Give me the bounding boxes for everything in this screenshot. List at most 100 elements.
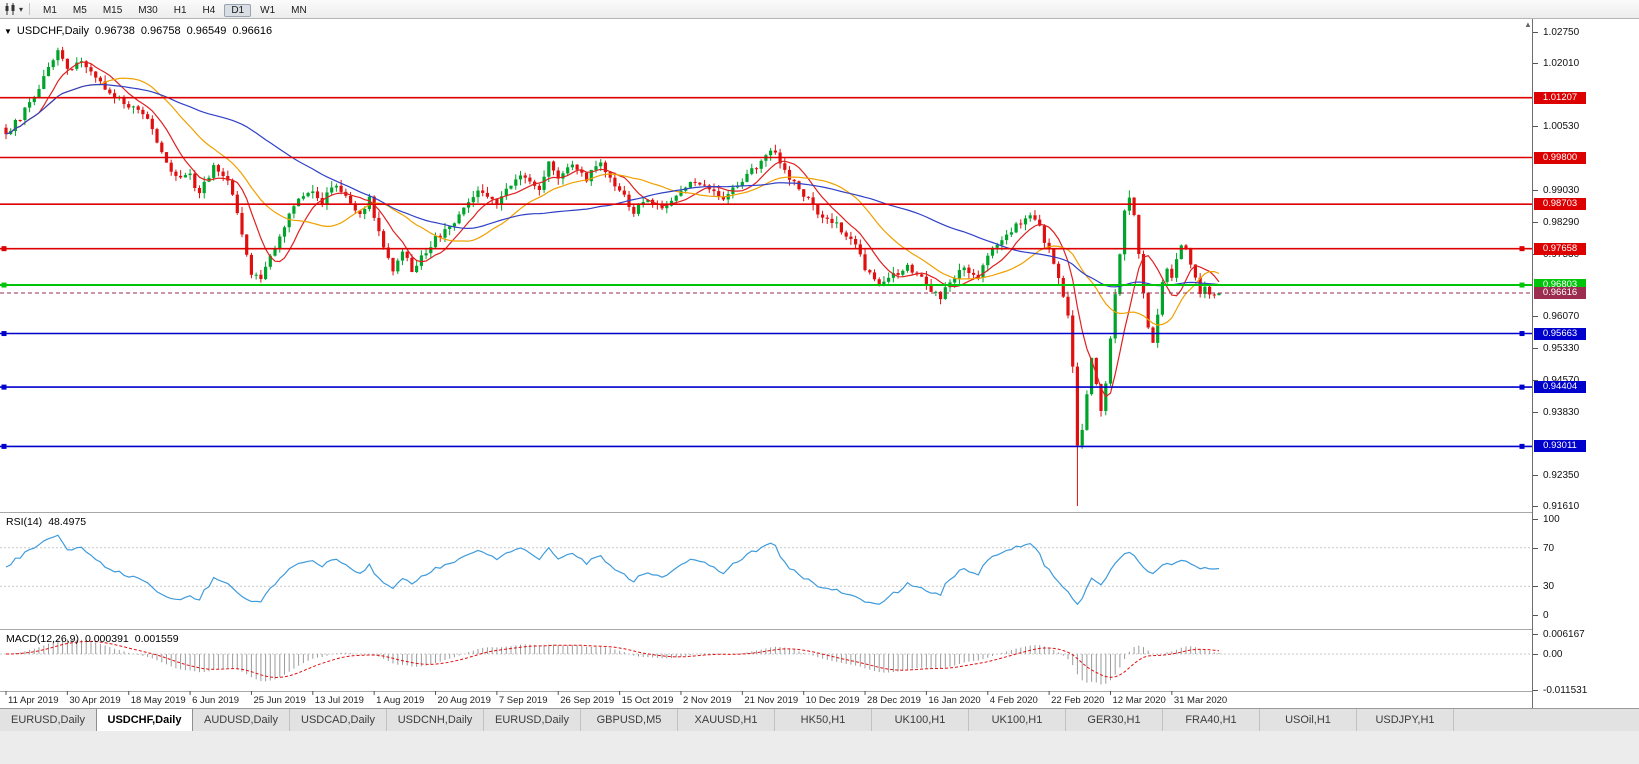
price-tick-label: 100 (1543, 514, 1560, 525)
chart-tab-usdcnh-daily[interactable]: USDCNH,Daily (387, 709, 484, 731)
dropdown-caret-icon[interactable]: ▾ (19, 4, 24, 14)
tab-label: USDCAD,Daily (301, 714, 375, 726)
chart-menu-icon[interactable]: ▼ (4, 26, 12, 36)
chart-tab-audusd-daily[interactable]: AUDUSD,Daily (193, 709, 290, 731)
price-line-label: 0.99800 (1534, 151, 1586, 164)
axis-tick-mark (1533, 615, 1538, 616)
chart-tab-uk100-h1[interactable]: UK100,H1 (969, 709, 1066, 731)
axis-tick-mark (1533, 63, 1538, 65)
toolbar-separator (29, 3, 31, 15)
date-tick-label: 30 Apr 2019 (69, 695, 121, 706)
ohlc-close: 0.96616 (232, 25, 273, 37)
date-tick-label: 2 Nov 2019 (682, 695, 732, 706)
chart-type-icon[interactable] (4, 3, 18, 15)
timeframe-button-w1[interactable]: W1 (260, 5, 276, 16)
chart-tab-ger30-h1[interactable]: GER30,H1 (1066, 709, 1163, 731)
price-line-label: 0.95663 (1534, 327, 1586, 340)
price-line-label: 1.01207 (1534, 91, 1586, 104)
chart-tab-usdjpy-h1[interactable]: USDJPY,H1 (1357, 709, 1454, 731)
chart-title: ▼ USDCHF,Daily 0.96738 0.96758 0.96549 0… (4, 25, 272, 37)
tab-label: USDCHF,Daily (107, 714, 182, 726)
price-tick-label: 0.006167 (1543, 629, 1585, 641)
timeframe-buttons: M1 M5 M15 M30 H1 H4 D1 W1 MN (35, 0, 315, 18)
price-tick-label: 0.00 (1543, 649, 1563, 660)
chart-tab-usdcad-daily[interactable]: USDCAD,Daily (290, 709, 387, 731)
rsi-value: 48.4975 (48, 516, 87, 528)
date-tick-label: 20 Aug 2019 (437, 695, 491, 706)
macd-name: MACD(12,26,9) (6, 633, 79, 645)
ohlc-high: 0.96758 (140, 25, 181, 37)
axis-tick-mark (1533, 316, 1538, 318)
chart-tab-eurusd-daily[interactable]: EURUSD,Daily (484, 709, 581, 731)
price-tick-label: 0.93830 (1543, 406, 1580, 418)
date-axis[interactable]: 11 Apr 2019 30 Apr 2019 18 May 2019 6 Jun 2… (0, 695, 1532, 708)
price-line-label: 0.97658 (1534, 242, 1586, 255)
timeframe-button-h4[interactable]: H4 (202, 5, 216, 16)
chart-tab-uk100-h1[interactable]: UK100,H1 (872, 709, 969, 731)
chart-tab-usdchf-daily[interactable]: USDCHF,Daily (96, 709, 193, 731)
chart-canvas[interactable] (0, 19, 1532, 708)
timeframe-button-m30[interactable]: M30 (138, 5, 158, 16)
chart-tab-bar: EURUSD,Daily USDCHF,Daily AUDUSD,Daily USDC… (0, 708, 1639, 731)
axis-tick-mark (1533, 411, 1538, 413)
tab-label: GBPUSD,M5 (596, 714, 662, 726)
timeframe-button-m5[interactable]: M5 (72, 5, 87, 16)
axis-tick-mark (1533, 519, 1538, 520)
macd-signal-value: 0.001559 (134, 633, 179, 645)
axis-tick-mark (1533, 32, 1538, 33)
timeframe-button-h1[interactable]: H1 (173, 5, 187, 16)
ohlc-open: 0.96738 (95, 25, 135, 37)
price-tick-label: 0.98290 (1543, 216, 1580, 228)
date-tick-label: 31 Mar 2020 (1173, 695, 1228, 706)
timeframe-button-m15[interactable]: M15 (102, 5, 123, 16)
timeframe-button-m1[interactable]: M1 (43, 5, 57, 16)
chart-tab-usoil-h1[interactable]: USOil,H1 (1260, 709, 1357, 731)
tab-label: AUDUSD,Daily (204, 714, 278, 726)
chart-tab-gbpusd-m5[interactable]: GBPUSD,M5 (581, 709, 678, 731)
date-tick-label: 22 Feb 2020 (1051, 695, 1105, 706)
price-axis[interactable]: ▲ 1.02750 1.02010 1.00530 0.99030 0.98290 0.9… (1524, 19, 1639, 708)
date-tick-label: 21 Nov 2019 (744, 695, 799, 706)
tab-label: USDCNH,Daily (397, 714, 473, 726)
axis-scroll-up-icon[interactable]: ▲ (1524, 20, 1532, 29)
tab-label: UK100,H1 (991, 714, 1043, 726)
axis-tick-mark (1533, 654, 1538, 655)
price-tick-label: 0.95330 (1543, 342, 1580, 354)
tab-label: FRA40,H1 (1185, 714, 1237, 726)
axis-tick-mark (1533, 547, 1538, 549)
axis-tick-mark (1533, 190, 1538, 192)
date-tick-label: 16 Jan 2020 (928, 695, 981, 706)
chart-tab-hk50-h1[interactable]: HK50,H1 (775, 709, 872, 731)
ohlc-low: 0.96549 (186, 25, 227, 37)
timeframe-button-mn[interactable]: MN (291, 5, 307, 16)
macd-main-value: 0.000391 (84, 633, 129, 645)
price-tick-label: 1.02750 (1543, 27, 1580, 38)
candlesticks (4, 46, 1221, 506)
date-tick-label: 25 Jun 2019 (253, 695, 306, 706)
tab-label: EURUSD,Daily (495, 714, 569, 726)
timeframe-button-d1[interactable]: D1 (224, 4, 252, 17)
macd-indicator-label: MACD(12,26,9) 0.000391 0.001559 (6, 633, 179, 645)
chart-tab-xauusd-h1[interactable]: XAUUSD,H1 (678, 709, 775, 731)
price-tick-label: 1.00530 (1543, 121, 1580, 133)
tab-label: GER30,H1 (1087, 714, 1141, 726)
axis-tick-mark (1533, 221, 1538, 223)
price-line-label: 0.93011 (1534, 440, 1586, 453)
price-tick-label: 0.92350 (1543, 469, 1580, 481)
chart-tab-fra40-h1[interactable]: FRA40,H1 (1163, 709, 1260, 731)
axis-tick-mark (1533, 474, 1538, 476)
axis-tick-mark (1533, 506, 1538, 507)
timeframe-toolbar: ▾ M1 M5 M15 M30 H1 H4 D1 W1 MN (0, 0, 1639, 19)
axis-tick-mark (1533, 347, 1538, 349)
price-tick-label: 0.99030 (1543, 185, 1580, 197)
chart-window: ▼ USDCHF,Daily 0.96738 0.96758 0.96549 0… (0, 19, 1639, 708)
chart-plot-area[interactable]: ▼ USDCHF,Daily 0.96738 0.96758 0.96549 0… (0, 19, 1532, 708)
price-tick-label: 30 (1543, 581, 1555, 593)
chart-tab-eurusd-daily[interactable]: EURUSD,Daily (0, 709, 97, 731)
axis-tick-mark (1533, 634, 1538, 636)
price-tick-label: 0.91610 (1543, 501, 1580, 512)
axis-tick-mark (1533, 380, 1538, 382)
price-tick-label: 1.02010 (1543, 58, 1580, 70)
date-tick-label: 6 Jun 2019 (192, 695, 240, 706)
